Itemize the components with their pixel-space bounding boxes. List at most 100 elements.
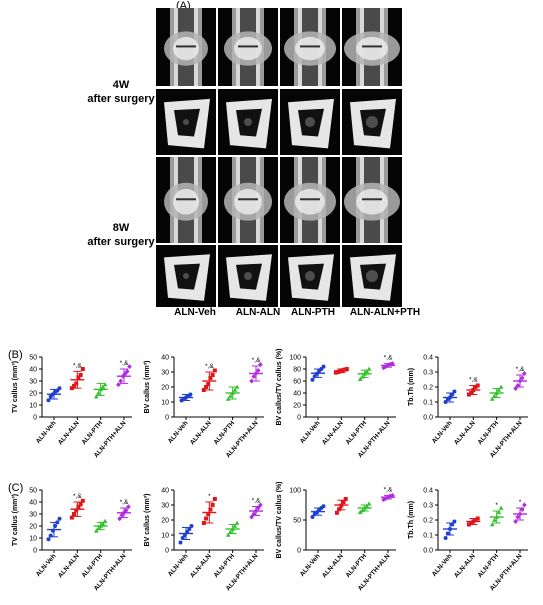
data-point <box>204 516 209 521</box>
y-tick-label: 40 <box>161 355 169 362</box>
data-point <box>473 385 478 389</box>
data-point <box>212 368 217 373</box>
y-tick-label: 40 <box>29 367 37 374</box>
y-tick-label: 0.2 <box>423 385 433 392</box>
data-point <box>210 503 215 507</box>
data-point <box>234 384 240 389</box>
data-point <box>364 369 370 374</box>
data-point <box>74 381 79 386</box>
x-tick-label: ALN-Veh <box>299 420 322 445</box>
data-point <box>69 515 74 520</box>
y-tick-label: 20 <box>293 403 301 410</box>
y-tick-label: 10 <box>29 403 37 410</box>
y-tick-label: 50 <box>29 488 37 495</box>
y-tick-label: 40 <box>293 391 301 398</box>
x-tick-label: ALN-ALN <box>321 420 345 447</box>
y-axis-label: Tb.Th (mm) <box>408 368 415 406</box>
x-tick-label: ALN-ALN <box>57 553 81 580</box>
data-point <box>232 387 238 392</box>
data-point <box>204 385 209 389</box>
y-tick-label: 0.3 <box>423 370 433 377</box>
y-tick-label: 20 <box>29 524 37 531</box>
data-point <box>117 516 122 522</box>
y-tick-label: 0 <box>33 548 37 555</box>
data-point <box>78 502 83 507</box>
data-point <box>93 528 99 533</box>
longitudinal-image-veh-4w <box>156 8 216 86</box>
cross-section-image-pth-8w <box>280 245 340 307</box>
data-point <box>189 524 194 528</box>
group-label-aln-aln-pth: ALN-ALN+PTH <box>349 307 421 318</box>
chart-b-4: 0.0 0.1 0.2 0.3 0.4 Tb.Th (mm) ALN-Veh ALN-ALN *… <box>404 349 536 472</box>
x-tick-label: ALN-Veh <box>167 553 190 578</box>
data-point <box>498 384 504 389</box>
y-axis-label: BV callus/TV callus (%) <box>276 349 283 426</box>
y-tick-label: 0 <box>165 548 169 555</box>
data-point <box>228 529 233 534</box>
significance-label: *,& <box>469 377 478 384</box>
chart-c-1: 0 10 20 30 40 50 TV callus (mm³) ALN-Veh ALN-ALN… <box>8 482 140 605</box>
row-label-4w-line2: after surgery <box>87 93 155 105</box>
data-point <box>341 500 346 504</box>
y-tick-label: 50 <box>29 355 37 362</box>
data-point <box>513 519 518 524</box>
data-point <box>336 370 341 374</box>
x-tick-label: ALN-PTH <box>344 553 368 580</box>
x-tick-label: ALN-ALN <box>57 420 81 447</box>
data-point <box>201 388 206 392</box>
row-label-8w-line1: 8W <box>112 222 130 234</box>
data-point <box>310 515 315 519</box>
cross-section-image-veh-8w <box>156 245 216 307</box>
x-tick-label: ALN-Veh <box>431 553 454 578</box>
data-point <box>357 509 363 514</box>
row-label-4w: 4W after surgery <box>56 78 186 106</box>
longitudinal-image-pth-4w <box>280 8 340 86</box>
x-tick-label: ALN-ALN <box>189 553 213 580</box>
data-point <box>208 376 213 380</box>
data-point <box>206 382 211 386</box>
significance-label: *,& <box>120 360 129 367</box>
y-axis-label: BV callus/TV callus (%) <box>276 482 283 559</box>
significance-label: * <box>208 493 211 500</box>
data-point <box>466 522 471 527</box>
data-point <box>72 512 77 516</box>
data-point <box>57 516 62 521</box>
y-axis-label: TV callus (mm³) <box>12 361 19 413</box>
cross-section-image-alnpth-4w <box>342 89 402 155</box>
data-point <box>496 387 502 392</box>
x-tick-label: ALN-PTH <box>212 553 236 580</box>
data-point <box>492 393 497 398</box>
y-tick-label: 0.2 <box>423 518 433 525</box>
data-point <box>522 371 527 376</box>
data-point <box>234 520 240 525</box>
significance-label: *,& <box>384 486 393 493</box>
cross-section-image-aln-4w <box>218 89 278 155</box>
y-tick-label: 50 <box>293 518 301 525</box>
x-tick-label: ALN-PTH <box>80 420 104 447</box>
x-tick-label: ALN-ALN <box>189 420 213 447</box>
data-point <box>522 502 527 508</box>
data-point <box>492 517 497 522</box>
data-point <box>249 378 254 384</box>
y-tick-label: 30 <box>161 370 169 377</box>
x-tick-label: ALN-Veh <box>167 420 190 445</box>
data-point <box>96 390 101 395</box>
data-point <box>78 373 83 377</box>
chart-b-1: 0 10 20 30 40 50 TV callus (mm³) ALN-Veh ALN-ALN… <box>8 349 140 472</box>
significance-label: *,& <box>205 363 214 370</box>
data-point <box>201 521 206 525</box>
data-point <box>188 392 193 397</box>
x-tick-label: ALN-Veh <box>431 420 454 445</box>
data-point <box>364 503 370 508</box>
data-point <box>93 394 99 399</box>
data-point <box>489 396 495 401</box>
significance-label: *,& <box>516 366 525 373</box>
data-point <box>443 536 448 540</box>
x-tick-label: ALN-PTH <box>476 553 500 580</box>
longitudinal-image-pth-8w <box>280 157 340 243</box>
data-point <box>46 398 51 403</box>
row-label-4w-line1: 4W <box>112 79 130 91</box>
x-tick-label: ALN-PTH <box>80 553 104 580</box>
x-tick-label: ALN-ALN <box>321 553 345 580</box>
y-axis-label: BV callus (mm³) <box>144 361 151 414</box>
